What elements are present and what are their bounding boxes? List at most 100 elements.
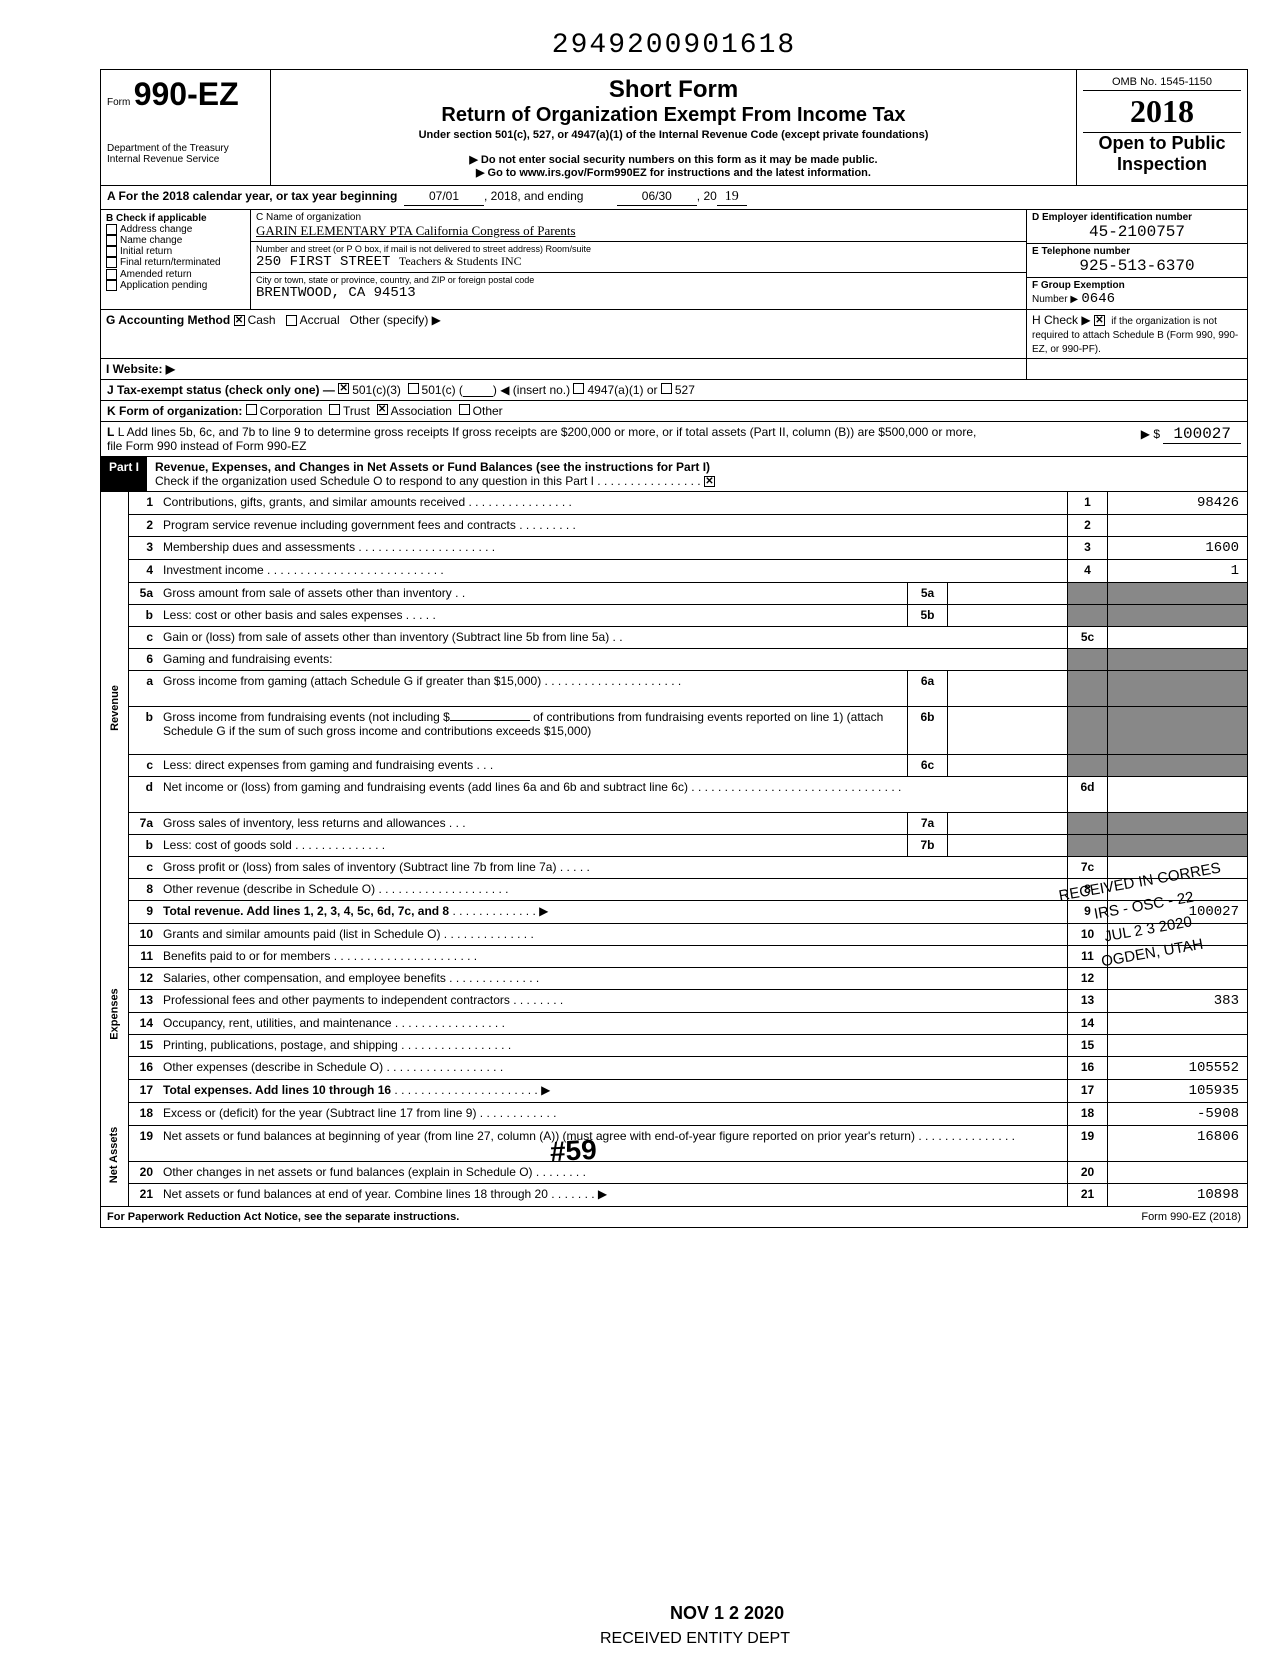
chk-schedule-o[interactable] xyxy=(704,476,715,487)
short-form-label: Short Form xyxy=(277,76,1070,104)
chk-label: Initial return xyxy=(120,246,172,257)
trust-label: Trust xyxy=(343,404,370,418)
revenue-side-label: Revenue xyxy=(101,492,129,924)
line-1-text: Contributions, gifts, grants, and simila… xyxy=(163,495,465,509)
footer: For Paperwork Reduction Act Notice, see … xyxy=(101,1206,1247,1227)
chk-527[interactable] xyxy=(661,383,672,394)
chk-final-return[interactable]: Final return/terminated xyxy=(106,257,245,268)
line-l: L L Add lines 5b, 6c, and 7b to line 9 t… xyxy=(101,422,1247,457)
line-7a-box: 7a xyxy=(907,813,947,834)
line-13-text: Professional fees and other payments to … xyxy=(163,993,510,1007)
501c-label: 501(c) ( xyxy=(422,383,463,397)
chk-corp[interactable] xyxy=(246,404,257,415)
line-3-amt: 1600 xyxy=(1107,537,1247,559)
netassets-section: Net Assets 18Excess or (deficit) for the… xyxy=(101,1103,1247,1206)
netassets-side-label: Net Assets xyxy=(101,1103,129,1206)
expenses-side-label: Expenses xyxy=(101,924,129,1103)
chk-501c3[interactable] xyxy=(338,383,349,394)
omb-cell: OMB No. 1545-1150 2018 Open to Public In… xyxy=(1077,70,1247,185)
line-15-text: Printing, publications, postage, and shi… xyxy=(163,1038,398,1052)
corp-label: Corporation xyxy=(260,404,323,418)
line-6: 6Gaming and fundraising events: xyxy=(129,649,1247,671)
line-6b: bGross income from fundraising events (n… xyxy=(129,707,1247,755)
chk-name-change[interactable]: Name change xyxy=(106,235,245,246)
line-3-text: Membership dues and assessments xyxy=(163,540,355,554)
line-13-amt: 383 xyxy=(1107,990,1247,1012)
line-6b-fill[interactable] xyxy=(450,720,530,721)
chk-501c[interactable] xyxy=(408,383,419,394)
i-label: I Website: ▶ xyxy=(106,362,175,376)
line-12: 12Salaries, other compensation, and empl… xyxy=(129,968,1247,990)
line-1-amt: 98426 xyxy=(1107,492,1247,514)
527-label: 527 xyxy=(675,383,695,397)
line-5b-box: 5b xyxy=(907,605,947,626)
stamp-nov: NOV 1 2 2020 xyxy=(670,1603,784,1624)
line-a-endyr-label: , 20 xyxy=(697,189,717,206)
line-12-amt xyxy=(1107,968,1247,989)
line-5a-box: 5a xyxy=(907,583,947,604)
g-label: G Accounting Method xyxy=(106,313,230,327)
chk-address-change[interactable]: Address change xyxy=(106,224,245,235)
part1-header: Part I Revenue, Expenses, and Changes in… xyxy=(101,457,1247,492)
return-title: Return of Organization Exempt From Incom… xyxy=(277,104,1070,127)
line-20-amt xyxy=(1107,1162,1247,1183)
form-header: Form 990-EZ Department of the Treasury I… xyxy=(101,70,1247,186)
org-name: GARIN ELEMENTARY PTA California Congress… xyxy=(256,223,1021,239)
chk-initial-return[interactable]: Initial return xyxy=(106,246,245,257)
501c-insert[interactable] xyxy=(463,383,493,397)
line-5c-amt xyxy=(1107,627,1247,648)
f-num-label: Number ▶ xyxy=(1032,294,1078,305)
line-12-text: Salaries, other compensation, and employ… xyxy=(163,971,446,985)
block-c: C Name of organization GARIN ELEMENTARY … xyxy=(251,210,1027,309)
chk-other-org[interactable] xyxy=(459,404,470,415)
line-14-text: Occupancy, rent, utilities, and maintena… xyxy=(163,1016,392,1030)
omb-number: OMB No. 1545-1150 xyxy=(1083,76,1241,91)
line-15: 15Printing, publications, postage, and s… xyxy=(129,1035,1247,1057)
chk-amended-return[interactable]: Amended return xyxy=(106,269,245,280)
line-7b-text: Less: cost of goods sold xyxy=(163,838,292,852)
insert-label: ) ◀ (insert no.) xyxy=(493,383,570,397)
line-7c-amt xyxy=(1107,857,1247,878)
line-6a: aGross income from gaming (attach Schedu… xyxy=(129,671,1247,707)
block-def: D Employer identification number 45-2100… xyxy=(1027,210,1247,309)
inspection: Inspection xyxy=(1083,154,1241,175)
line-5b: bLess: cost or other basis and sales exp… xyxy=(129,605,1247,627)
line-19: 19Net assets or fund balances at beginni… xyxy=(129,1126,1247,1162)
line-7a-text: Gross sales of inventory, less returns a… xyxy=(163,816,446,830)
chk-trust[interactable] xyxy=(329,404,340,415)
line-6d: dNet income or (loss) from gaming and fu… xyxy=(129,777,1247,813)
line-18-text: Excess or (deficit) for the year (Subtra… xyxy=(163,1106,476,1120)
k-label: K Form of organization: xyxy=(107,404,242,418)
entity-block: B Check if applicable Address change Nam… xyxy=(101,210,1247,310)
line-16-amt: 105552 xyxy=(1107,1057,1247,1079)
chk-cash[interactable] xyxy=(234,315,245,326)
line-3: 3Membership dues and assessments . . . .… xyxy=(129,537,1247,560)
assoc-label: Association xyxy=(391,404,452,418)
line-4-text: Investment income xyxy=(163,563,264,577)
line-17-text: Total expenses. Add lines 10 through 16 xyxy=(163,1083,391,1097)
chk-assoc[interactable] xyxy=(377,404,388,415)
line-k: K Form of organization: Corporation Trus… xyxy=(101,401,1247,422)
line-11-amt xyxy=(1107,946,1247,967)
line-6b-box: 6b xyxy=(907,707,947,754)
ssn-warning: ▶ Do not enter social security numbers o… xyxy=(277,153,1070,166)
line-20-text: Other changes in net assets or fund bala… xyxy=(163,1165,533,1179)
goto-url: ▶ Go to www.irs.gov/Form990EZ for instru… xyxy=(277,166,1070,179)
stamp-received-entity: RECEIVED ENTITY DEPT xyxy=(600,1630,790,1648)
line-9: 9Total revenue. Add lines 1, 2, 3, 4, 5c… xyxy=(129,901,1247,924)
chk-application-pending[interactable]: Application pending xyxy=(106,280,245,291)
chk-schedule-b[interactable] xyxy=(1094,315,1105,326)
line-6c: cLess: direct expenses from gaming and f… xyxy=(129,755,1247,777)
line-18-amt: -5908 xyxy=(1107,1103,1247,1125)
line-7b: bLess: cost of goods sold . . . . . . . … xyxy=(129,835,1247,857)
line-19-text: Net assets or fund balances at beginning… xyxy=(163,1129,915,1143)
line-7a: 7a Gross sales of inventory, less returns… xyxy=(129,813,1247,835)
line-2-amt xyxy=(1107,515,1247,536)
footer-right: Form 990-EZ (2018) xyxy=(1141,1211,1241,1223)
line-j: J Tax-exempt status (check only one) — 5… xyxy=(101,380,1247,401)
line-7c-text: Gross profit or (loss) from sales of inv… xyxy=(163,860,556,874)
revenue-section: Revenue 1Contributions, gifts, grants, a… xyxy=(101,492,1247,924)
line-5b-text: Less: cost or other basis and sales expe… xyxy=(163,608,402,622)
chk-accrual[interactable] xyxy=(286,315,297,326)
chk-4947[interactable] xyxy=(573,383,584,394)
